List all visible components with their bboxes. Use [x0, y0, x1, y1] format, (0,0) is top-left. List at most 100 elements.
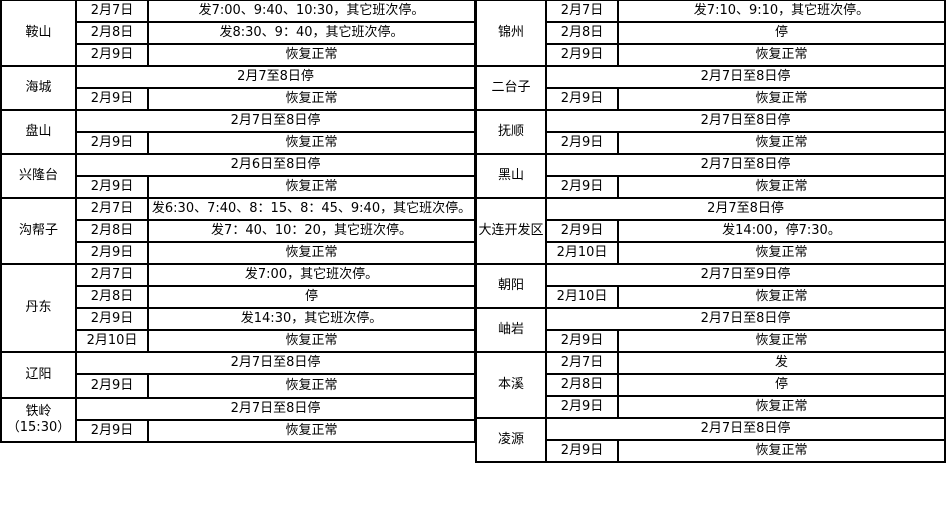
table-row: 2月8日 发8:30、9：40，其它班次停。 [1, 21, 476, 45]
date-cell: 2月9日 [75, 131, 149, 155]
station-name: 盘山 [0, 109, 77, 155]
table-row: 2月9日 发14:00，停7:30。 [476, 219, 946, 243]
date-cell: 2月7日 [75, 197, 149, 221]
date-cell: 2月9日 [75, 419, 149, 443]
station-name: 抚顺 [475, 109, 547, 155]
schedule-cell: 发7：40、10：20，其它班次停。 [147, 219, 476, 243]
date-cell: 2月8日 [75, 219, 149, 243]
schedule-cell: 恢复正常 [617, 241, 946, 265]
date-cell: 2月8日 [75, 21, 149, 45]
schedule-cell: 发6:30、7:40、8：15、8：45、9:40，其它班次停。 [147, 197, 476, 221]
date-cell: 2月9日 [75, 241, 149, 265]
date-cell: 2月9日 [545, 175, 619, 199]
date-cell: 2月8日 [75, 285, 149, 309]
schedule-table-left: 鞍山 2月7日 发7:00、9:40、10:30，其它班次停。 2月8日 发8:30、9… [0, 0, 476, 443]
date-cell: 2月9日 [545, 87, 619, 111]
schedule-cell: 恢复正常 [617, 285, 946, 309]
schedule-cell: 发7:10、9:10，其它班次停。 [617, 0, 946, 23]
schedule-cell: 发8:30、9：40，其它班次停。 [147, 21, 476, 45]
schedule-cell: 恢复正常 [147, 43, 476, 67]
schedule-cell: 2月7日至8日停 [545, 109, 946, 133]
table-row: 2月9日 恢复正常 [1, 87, 476, 111]
schedule-cell: 停 [617, 21, 946, 45]
table-row: 二台子 2月7日至8日停 [475, 65, 946, 111]
schedule-cell: 2月6日至8日停 [75, 153, 476, 177]
station-name: 丹东 [0, 263, 77, 353]
table-row: 2月9日 发14:30，其它班次停。 [1, 307, 476, 331]
table-row: 沟帮子 2月7日 发6:30、7:40、8：15、8：45、9:40，其它班次停。 [0, 197, 476, 265]
station-name: 二台子 [475, 65, 547, 111]
schedule-cell: 2月7日至9日停 [545, 263, 946, 287]
station-name: 海城 [0, 65, 77, 111]
table-row: 鞍山 2月7日 发7:00、9:40、10:30，其它班次停。 [0, 0, 476, 67]
schedule-cell: 停 [147, 285, 476, 309]
station-name: 锦州 [475, 0, 547, 67]
table-row: 岫岩 2月7日至8日停 [475, 307, 946, 353]
table-row: 2月10日 恢复正常 [476, 285, 946, 309]
date-cell: 2月9日 [545, 439, 619, 463]
date-cell: 2月9日 [545, 395, 619, 419]
station-name: 沟帮子 [0, 197, 77, 265]
schedule-cell: 恢复正常 [147, 131, 476, 155]
schedule-cell: 2月7至8日停 [545, 197, 946, 221]
date-cell: 2月9日 [545, 219, 619, 243]
schedule-table-right: 锦州 2月7日 发7:10、9:10，其它班次停。 2月8日停 2月9日 恢复正常 二台子 2… [475, 0, 946, 463]
schedule-cell: 恢复正常 [147, 175, 476, 199]
date-cell: 2月9日 [75, 307, 149, 331]
table-row: 2月9日 恢复正常 [1, 241, 476, 265]
table-row: 大连开发区 2月7至8日停 [475, 197, 946, 265]
schedule-cell: 恢复正常 [617, 329, 946, 353]
date-cell: 2月10日 [75, 329, 149, 353]
schedule-cell: 2月7日至8日停 [545, 417, 946, 441]
schedule-cell: 恢复正常 [617, 131, 946, 155]
schedule-cell: 发7:00，其它班次停。 [147, 263, 476, 287]
station-name: 本溪 [475, 351, 547, 419]
schedule-cell: 2月7日至8日停 [545, 153, 946, 177]
date-cell: 2月8日 [545, 21, 619, 45]
schedule-cell: 2月7日至8日停 [75, 397, 476, 421]
schedule-cell: 2月7至8日停 [75, 65, 476, 89]
table-row: 凌源 2月7日至8日停 [475, 417, 946, 463]
schedule-cell: 恢复正常 [147, 241, 476, 265]
table-row: 盘山 2月7日至8日停 [0, 109, 476, 155]
schedule-cell: 恢复正常 [147, 419, 476, 443]
table-row: 2月9日 恢复正常 [476, 439, 946, 463]
table-row: 海城 2月7至8日停 [0, 65, 476, 111]
table-row: 2月8日停 [476, 373, 946, 397]
station-name: 辽阳 [0, 351, 77, 399]
station-name: 鞍山 [0, 0, 77, 67]
table-row: 2月10日 恢复正常 [1, 329, 476, 353]
station-name: 朝阳 [475, 263, 547, 309]
schedule-cell: 恢复正常 [617, 395, 946, 419]
table-row: 本溪 2月7日发 [475, 351, 946, 419]
date-cell: 2月8日 [545, 373, 619, 397]
date-cell: 2月9日 [75, 87, 149, 111]
table-row: 2月9日 恢复正常 [1, 175, 476, 199]
schedule-cell: 恢复正常 [617, 87, 946, 111]
schedule-cell: 发14:30，其它班次停。 [147, 307, 476, 331]
table-row: 2月8日 发7：40、10：20，其它班次停。 [1, 219, 476, 243]
table-row: 2月9日 恢复正常 [1, 131, 476, 155]
station-name: 大连开发区 [475, 197, 547, 265]
table-row: 兴隆台 2月6日至8日停 [0, 153, 476, 199]
date-cell: 2月9日 [75, 43, 149, 67]
station-name: 黑山 [475, 153, 547, 199]
date-cell: 2月9日 [75, 373, 149, 399]
schedule-cell: 恢复正常 [147, 329, 476, 353]
table-row: 抚顺 2月7日至8日停 [475, 109, 946, 155]
table-row: 铁岭（15:30） 2月7日至8日停 [0, 397, 476, 443]
date-cell: 2月7日 [75, 263, 149, 287]
date-cell: 2月10日 [545, 285, 619, 309]
table-row: 黑山 2月7日至8日停 [475, 153, 946, 199]
schedule-cell: 发7:00、9:40、10:30，其它班次停。 [147, 0, 476, 23]
table-row: 2月9日 恢复正常 [476, 395, 946, 419]
schedule-cell: 2月7日至8日停 [75, 109, 476, 133]
schedule-cell: 2月7日至8日停 [545, 307, 946, 331]
station-name: 凌源 [475, 417, 547, 463]
table-row: 2月10日 恢复正常 [476, 241, 946, 265]
schedule-cell: 恢复正常 [147, 373, 476, 399]
date-cell: 2月9日 [75, 175, 149, 199]
date-cell: 2月7日 [75, 0, 149, 23]
date-cell: 2月9日 [545, 43, 619, 67]
date-cell: 2月10日 [545, 241, 619, 265]
